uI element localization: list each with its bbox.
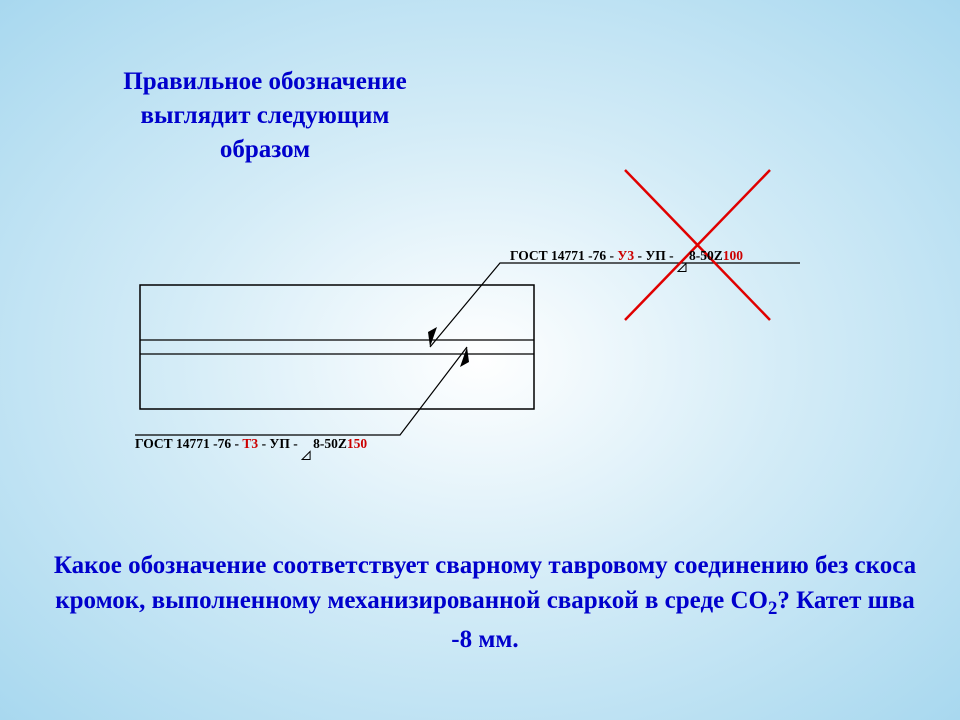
question-text: Какое обозначение соответствует сварному… [50,548,920,657]
label-bottom: ГОСТ 14771 -76 - Т3 - УП - 8-50Z150 [135,436,367,452]
triangle-bottom-icon [302,451,310,459]
question-sub: 2 [768,598,777,619]
leader-bottom-line [135,347,467,435]
weld-rect [140,285,534,409]
label-top: ГОСТ 14771 -76 - У3 - УП - 8-50Z100 [510,248,743,264]
leader-top-line [430,263,800,347]
